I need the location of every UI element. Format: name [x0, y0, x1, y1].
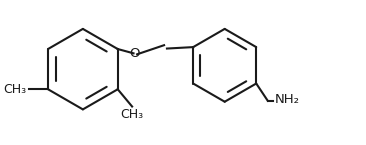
Text: NH₂: NH₂ — [274, 93, 299, 106]
Text: CH₃: CH₃ — [3, 83, 26, 96]
Text: CH₃: CH₃ — [120, 108, 144, 121]
Text: O: O — [130, 47, 140, 60]
